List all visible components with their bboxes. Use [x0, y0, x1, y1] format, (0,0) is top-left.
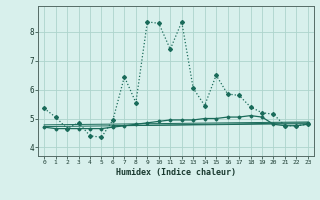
X-axis label: Humidex (Indice chaleur): Humidex (Indice chaleur) — [116, 168, 236, 177]
